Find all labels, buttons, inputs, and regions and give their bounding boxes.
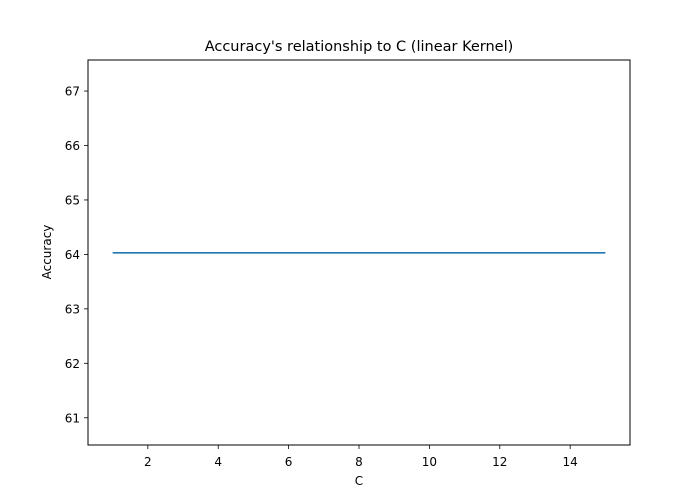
y-tick-label: 66 xyxy=(65,139,80,153)
y-axis-label: Accuracy xyxy=(40,225,54,280)
x-tick-label: 14 xyxy=(563,455,578,469)
x-tick-label: 2 xyxy=(144,455,152,469)
x-tick-label: 4 xyxy=(214,455,222,469)
x-tick-label: 6 xyxy=(285,455,293,469)
x-tick-label: 12 xyxy=(492,455,507,469)
y-tick-label: 64 xyxy=(65,248,80,262)
y-tick-label: 65 xyxy=(65,193,80,207)
x-tick-label: 10 xyxy=(422,455,437,469)
y-tick-label: 67 xyxy=(65,85,80,99)
x-tick-label: 8 xyxy=(355,455,363,469)
x-axis: 2 4 6 8 10 12 14 xyxy=(144,445,578,469)
x-axis-label: C xyxy=(355,474,363,488)
chart-title: Accuracy's relationship to C (linear Ker… xyxy=(205,39,514,55)
y-tick-label: 61 xyxy=(65,411,80,425)
y-tick-label: 62 xyxy=(65,357,80,371)
y-axis: 61 62 63 64 65 66 67 xyxy=(65,85,88,425)
y-tick-label: 63 xyxy=(65,302,80,316)
